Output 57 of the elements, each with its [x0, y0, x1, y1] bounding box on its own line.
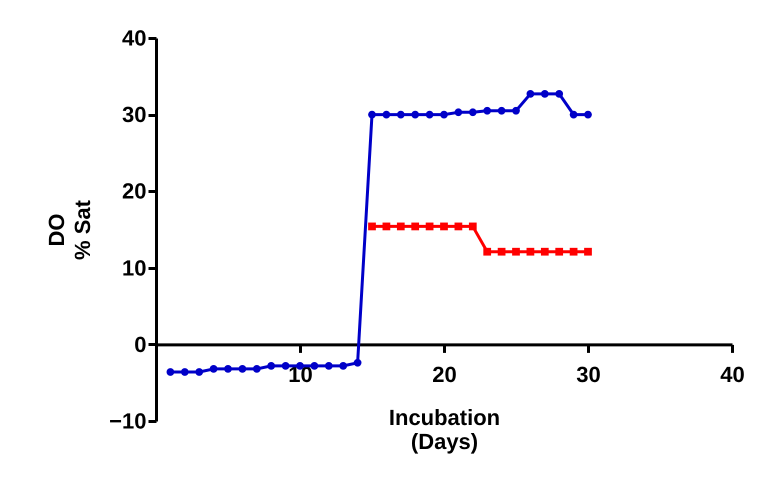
point [498, 106, 506, 115]
point [468, 222, 477, 230]
point [512, 106, 520, 115]
point [324, 362, 333, 370]
point [238, 365, 246, 373]
point [354, 358, 362, 367]
point [584, 110, 592, 118]
point [282, 362, 290, 370]
point [396, 222, 405, 230]
point [540, 90, 549, 98]
point [540, 248, 549, 256]
point [180, 368, 189, 376]
point [570, 248, 578, 256]
point [570, 110, 578, 118]
point [584, 248, 592, 256]
point [498, 248, 506, 256]
point [512, 248, 520, 256]
y-tick-label: 0 [134, 332, 146, 357]
point [195, 368, 204, 376]
point [555, 248, 564, 256]
point [252, 365, 261, 373]
point [483, 248, 492, 256]
point [411, 222, 420, 230]
point [468, 108, 477, 116]
point [382, 110, 390, 118]
x-tick-label: 10 [288, 362, 313, 387]
point [411, 110, 420, 118]
point [310, 362, 318, 370]
point [368, 222, 376, 230]
point [166, 368, 174, 376]
y-axis-title: DO % Sat [44, 199, 96, 260]
point [526, 90, 534, 98]
y-tick-label: 40 [122, 26, 146, 50]
point [454, 222, 462, 230]
point [426, 222, 434, 230]
y-tick-label: 20 [122, 178, 146, 204]
point [396, 110, 405, 118]
x-axis-title: Incubation (Days) [388, 404, 500, 454]
point [210, 365, 218, 373]
y-tick-label: 10 [122, 255, 146, 280]
point [382, 222, 390, 230]
x-tick-label: 20 [432, 362, 457, 387]
point [426, 110, 434, 118]
x-tick-label: 30 [576, 362, 601, 387]
point [267, 362, 276, 370]
point [440, 222, 448, 230]
point [224, 365, 232, 373]
point [368, 110, 376, 118]
point [339, 362, 348, 370]
point [454, 108, 462, 116]
point [526, 248, 534, 256]
point [440, 110, 448, 118]
point [555, 90, 564, 98]
y-tick-label: 30 [122, 102, 146, 128]
x-tick-label: 40 [720, 362, 745, 387]
point [483, 106, 492, 115]
y-tick-label: −10 [109, 408, 146, 434]
